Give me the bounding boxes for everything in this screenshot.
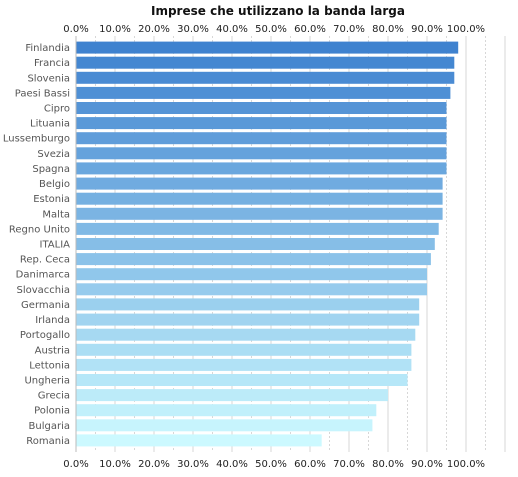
bottom-tick-label: 20.0% [138,459,170,470]
top-tick-label: 40.0% [216,24,248,35]
bar-lituania [76,117,447,130]
bottom-tick-label: 40.0% [216,459,248,470]
bar-romania [76,434,322,447]
top-tick-label: 80.0% [372,24,404,35]
category-label: Belgio [39,179,70,190]
category-label: Spagna [32,164,70,175]
category-label: Slovenia [27,73,70,84]
category-label: Ungheria [24,376,70,387]
category-label: Svezia [37,149,70,160]
bar-bulgaria [76,419,373,432]
category-label: Lettonia [29,360,70,371]
bottom-tick-label: 90.0% [411,459,443,470]
bar-slovenia [76,71,455,84]
top-tick-label: 50.0% [255,24,287,35]
category-label: Cipro [44,104,70,115]
category-label: Lituania [30,119,70,130]
bar-danimarca [76,268,427,281]
top-tick-label: 60.0% [294,24,326,35]
top-tick-label: 30.0% [177,24,209,35]
category-label: Germania [21,300,70,311]
category-labels: Finlandia Francia Slovenia Paesi Bassi Cipro… [3,43,70,447]
category-label: Rep. Ceca [20,255,70,266]
category-label: Romania [26,436,70,447]
bottom-tick-label: 50.0% [255,459,287,470]
bottom-tick-label: 10.0% [99,459,131,470]
bar-grecia [76,389,388,402]
category-label: ITALIA [40,240,71,251]
bar-ungheria [76,374,408,386]
category-label: Regno Unito [9,224,70,235]
bar-malta [76,207,443,220]
category-label: Portogallo [20,330,70,341]
category-label: Slovacchia [16,285,70,296]
chart-title: Imprese che utilizzano la banda larga [151,4,405,18]
category-label: Malta [42,209,70,220]
top-tick-label: 90.0% [411,24,443,35]
bar-italia [76,238,435,250]
bar-francia [76,56,455,69]
category-label: Polonia [34,406,70,417]
top-tick-label: 10.0% [99,24,131,35]
bars [76,41,459,447]
category-label: Estonia [33,194,70,205]
bar-slovacchia [76,283,427,296]
bar-lussemburgo [76,132,447,145]
top-tick-label: 100.0% [447,24,485,35]
bar-polonia [76,404,377,417]
bar-finlandia [76,41,459,54]
bottom-tick-label: 70.0% [333,459,365,470]
bar-cipro [76,102,447,114]
bottom-axis-ticks: 0.0% 10.0% 20.0% 30.0% 40.0% 50.0% 60.0% 70.0% 8… [63,459,485,470]
bar-irlanda [76,313,420,326]
bottom-tick-label: 100.0% [447,459,485,470]
top-tick-label: 20.0% [138,24,170,35]
category-label: Finlandia [25,43,70,54]
category-label: Austria [35,345,70,356]
bar-svezia [76,147,447,160]
top-axis-ticks: 0.0% 10.0% 20.0% 30.0% 40.0% 50.0% 60.0% 70.0% 8… [63,24,485,35]
bar-rep-ceca [76,253,431,266]
category-label: Paesi Bassi [15,88,70,99]
category-label: Francia [34,58,70,69]
category-label: Danimarca [16,270,70,281]
category-label: Grecia [38,391,70,402]
bottom-tick-label: 0.0% [63,459,88,470]
category-label: Bulgaria [29,421,70,432]
bottom-tick-label: 80.0% [372,459,404,470]
bar-regno-unito [76,222,439,235]
bar-belgio [76,177,443,190]
bottom-tick-label: 30.0% [177,459,209,470]
bar-spagna [76,162,447,175]
top-tick-label: 70.0% [333,24,365,35]
bar-lettonia [76,358,412,371]
top-tick-label: 0.0% [63,24,88,35]
category-label: Lussemburgo [3,134,70,145]
bottom-tick-label: 60.0% [294,459,326,470]
category-label: Irlanda [35,315,70,326]
bar-estonia [76,192,443,205]
bar-germania [76,298,420,311]
bar-portogallo [76,328,416,341]
bar-austria [76,343,412,356]
bar-paesi-bassi [76,86,451,99]
